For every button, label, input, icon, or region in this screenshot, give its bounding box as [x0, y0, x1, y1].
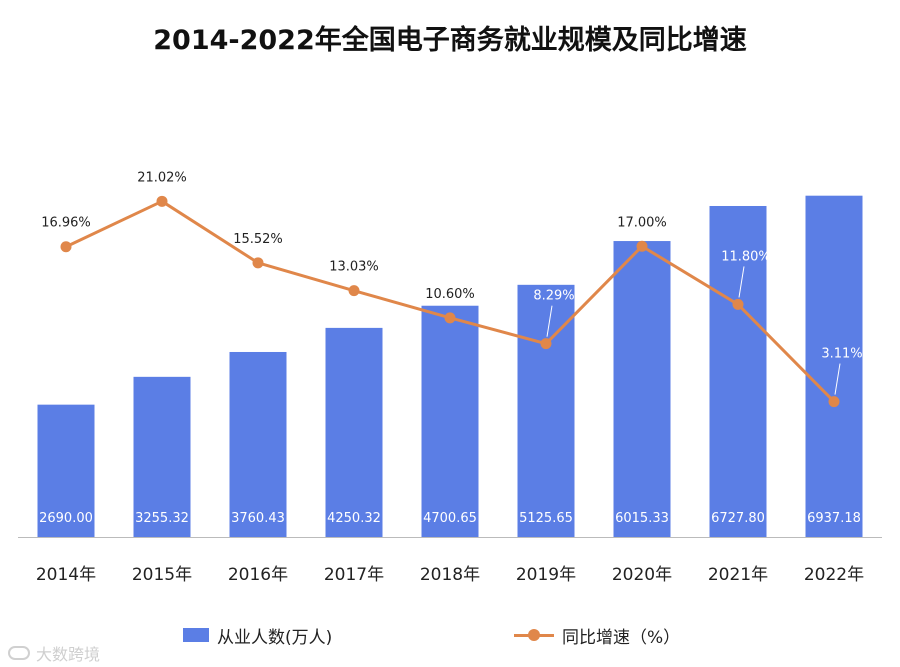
- growth-leader-7: [738, 266, 745, 298]
- growth-value-label-5: 8.29%: [533, 289, 574, 304]
- growth-point-5: [540, 338, 552, 350]
- watermark-text: 大数跨境: [36, 645, 101, 664]
- x-tick-label-4: 2018年: [420, 565, 480, 585]
- growth-point-7: [732, 298, 744, 310]
- bar-5: [517, 284, 575, 537]
- legend-line-label: 同比增速（%）: [562, 627, 681, 648]
- bar-3: [325, 327, 383, 537]
- growth-value-label-0: 16.96%: [41, 216, 91, 231]
- growth-value-label-8: 3.11%: [821, 347, 862, 362]
- watermark: 大数跨境: [8, 641, 100, 665]
- bar-value-label-2: 3760.43: [231, 511, 285, 526]
- x-tick-label-7: 2021年: [708, 565, 768, 585]
- watermark-logo-icon: [8, 646, 30, 660]
- x-tick-label-2: 2016年: [228, 565, 288, 585]
- x-tick-label-6: 2020年: [612, 565, 672, 585]
- bar-value-label-5: 5125.65: [519, 511, 573, 526]
- bar-value-label-0: 2690.00: [39, 511, 93, 526]
- bar-value-label-7: 6727.80: [711, 511, 765, 526]
- growth-point-8: [828, 396, 840, 408]
- x-tick-label-0: 2014年: [36, 565, 96, 585]
- growth-leader-8: [834, 363, 841, 395]
- growth-point-3: [348, 285, 360, 297]
- bar-value-label-6: 6015.33: [615, 511, 669, 526]
- bar-4: [421, 305, 479, 537]
- bar-value-label-3: 4250.32: [327, 511, 381, 526]
- growth-point-0: [60, 241, 72, 253]
- legend-bar-swatch: [183, 628, 209, 642]
- bar-6: [613, 241, 671, 537]
- bar-8: [805, 195, 863, 538]
- growth-leader-5: [546, 305, 553, 337]
- legend-line-swatch: [514, 628, 554, 642]
- growth-point-2: [252, 257, 264, 269]
- x-tick-label-8: 2022年: [804, 565, 864, 585]
- bar-value-label-1: 3255.32: [135, 511, 189, 526]
- growth-value-label-1: 21.02%: [137, 170, 187, 185]
- bar-1: [133, 376, 191, 537]
- growth-value-label-3: 13.03%: [329, 260, 379, 275]
- growth-point-1: [156, 195, 168, 207]
- bar-2: [229, 351, 287, 537]
- growth-value-label-7: 11.80%: [721, 249, 771, 264]
- x-tick-label-5: 2019年: [516, 565, 576, 585]
- chart-title: 2014-2022年全国电子商务就业规模及同比增速: [153, 25, 747, 56]
- growth-point-4: [444, 312, 456, 324]
- x-tick-label-3: 2017年: [324, 565, 384, 585]
- bar-value-label-4: 4700.65: [423, 511, 477, 526]
- legend-item-bars[interactable]: 从业人数(万人): [183, 623, 333, 648]
- growth-value-label-4: 10.60%: [425, 287, 475, 302]
- x-tick-label-1: 2015年: [132, 565, 192, 585]
- growth-value-label-2: 15.52%: [233, 232, 283, 247]
- legend-bar-label: 从业人数(万人): [217, 627, 333, 648]
- bar-value-label-8: 6937.18: [807, 511, 861, 526]
- growth-value-label-6: 17.00%: [617, 215, 667, 230]
- bar-7: [709, 205, 767, 537]
- legend-item-line[interactable]: 同比增速（%）: [514, 623, 681, 648]
- bar-0: [37, 404, 95, 537]
- growth-point-6: [636, 240, 648, 252]
